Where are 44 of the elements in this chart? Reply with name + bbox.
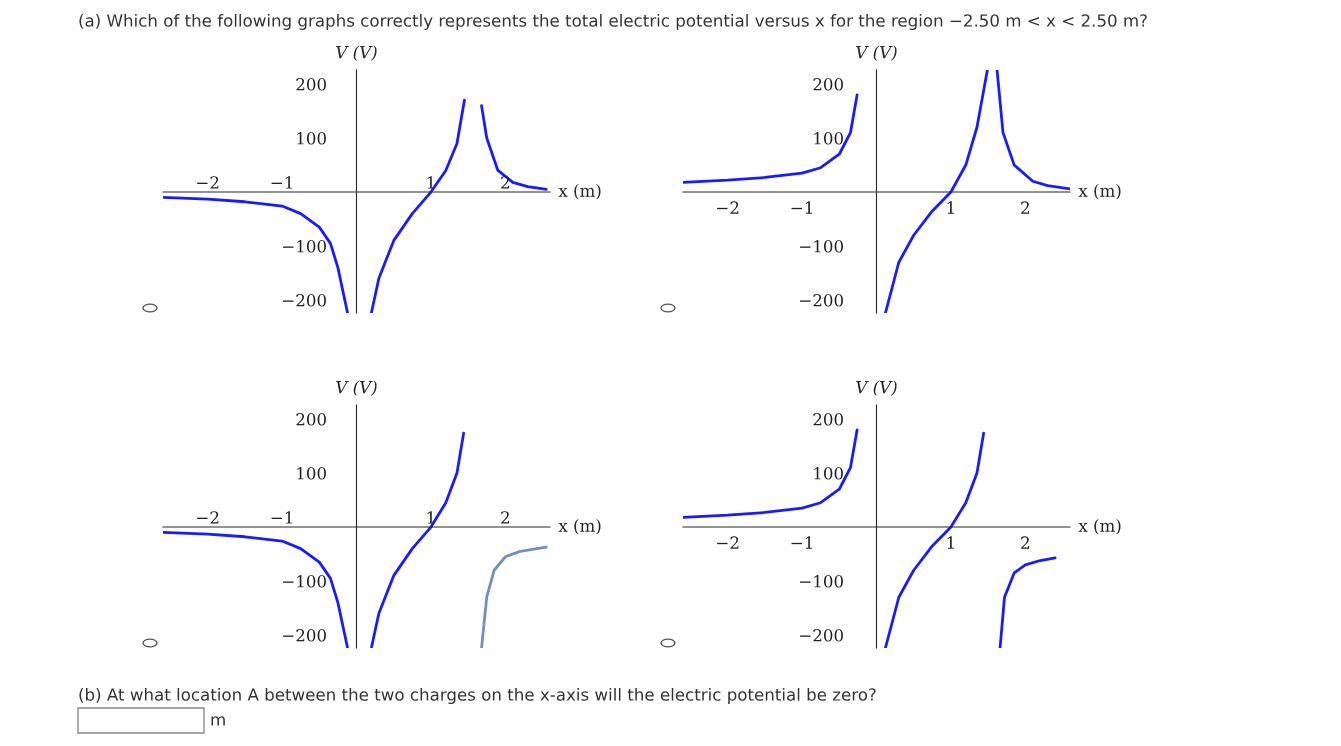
x-tick-label: −1 xyxy=(271,511,292,524)
x-axis-title: x (m) xyxy=(1078,183,1121,200)
y-tick-label: −200 xyxy=(800,294,843,307)
x-tick-label: −1 xyxy=(791,536,812,549)
x-tick-label: −2 xyxy=(197,176,219,189)
y-axis-title: V (V) xyxy=(336,380,377,396)
x-tick-label: −1 xyxy=(791,201,812,214)
x-tick-label: 1 xyxy=(947,201,954,214)
y-axis-title: V (V) xyxy=(336,45,377,61)
y-tick-label: −100 xyxy=(800,575,843,588)
text: (a) Which of the following graphs correctly represents the total electric potential versus x for the region −2.50 m < x < 2.50 m? xyxy=(79,13,1147,31)
y-tick-label: −200 xyxy=(283,294,326,307)
x-axis-title: x (m) xyxy=(1078,518,1121,535)
y-tick-label: 100 xyxy=(297,132,326,145)
x-tick-label: −1 xyxy=(271,176,292,189)
line-series xyxy=(480,545,548,648)
y-tick-label: 200 xyxy=(296,413,326,426)
text: m xyxy=(211,716,225,726)
y-axis-title: V (V) xyxy=(856,380,897,396)
x-axis-title: x (m) xyxy=(558,518,601,535)
x-tick-label: −2 xyxy=(717,201,739,214)
y-axis-title: V (V) xyxy=(856,45,897,61)
y-tick-label: 100 xyxy=(297,467,326,480)
x-tick-label: 2 xyxy=(1021,201,1030,214)
y-tick-label: 100 xyxy=(814,132,843,145)
x-tick-label: −2 xyxy=(717,536,739,549)
y-tick-label: 200 xyxy=(296,78,326,91)
x-tick-label: 2 xyxy=(1021,536,1030,549)
x-tick-label: 2 xyxy=(501,511,510,524)
x-tick-label: 1 xyxy=(427,176,434,189)
y-tick-label: 200 xyxy=(813,78,843,91)
text: (b) At what location A between the two charges on the x-axis will the electric potential be zero? xyxy=(79,687,876,705)
x-tick-label: 2 xyxy=(501,176,510,189)
y-tick-label: 200 xyxy=(813,413,843,426)
y-tick-label: 100 xyxy=(814,467,843,480)
x-tick-label: 1 xyxy=(947,536,954,549)
x-axis-title: x (m) xyxy=(558,183,601,200)
y-tick-label: −200 xyxy=(283,629,326,642)
x-tick-label: −2 xyxy=(197,511,219,524)
y-tick-label: −200 xyxy=(800,629,843,642)
y-tick-label: −100 xyxy=(800,240,843,253)
y-tick-label: −100 xyxy=(283,240,326,253)
x-tick-label: 1 xyxy=(427,511,434,524)
y-tick-label: −100 xyxy=(283,575,326,588)
